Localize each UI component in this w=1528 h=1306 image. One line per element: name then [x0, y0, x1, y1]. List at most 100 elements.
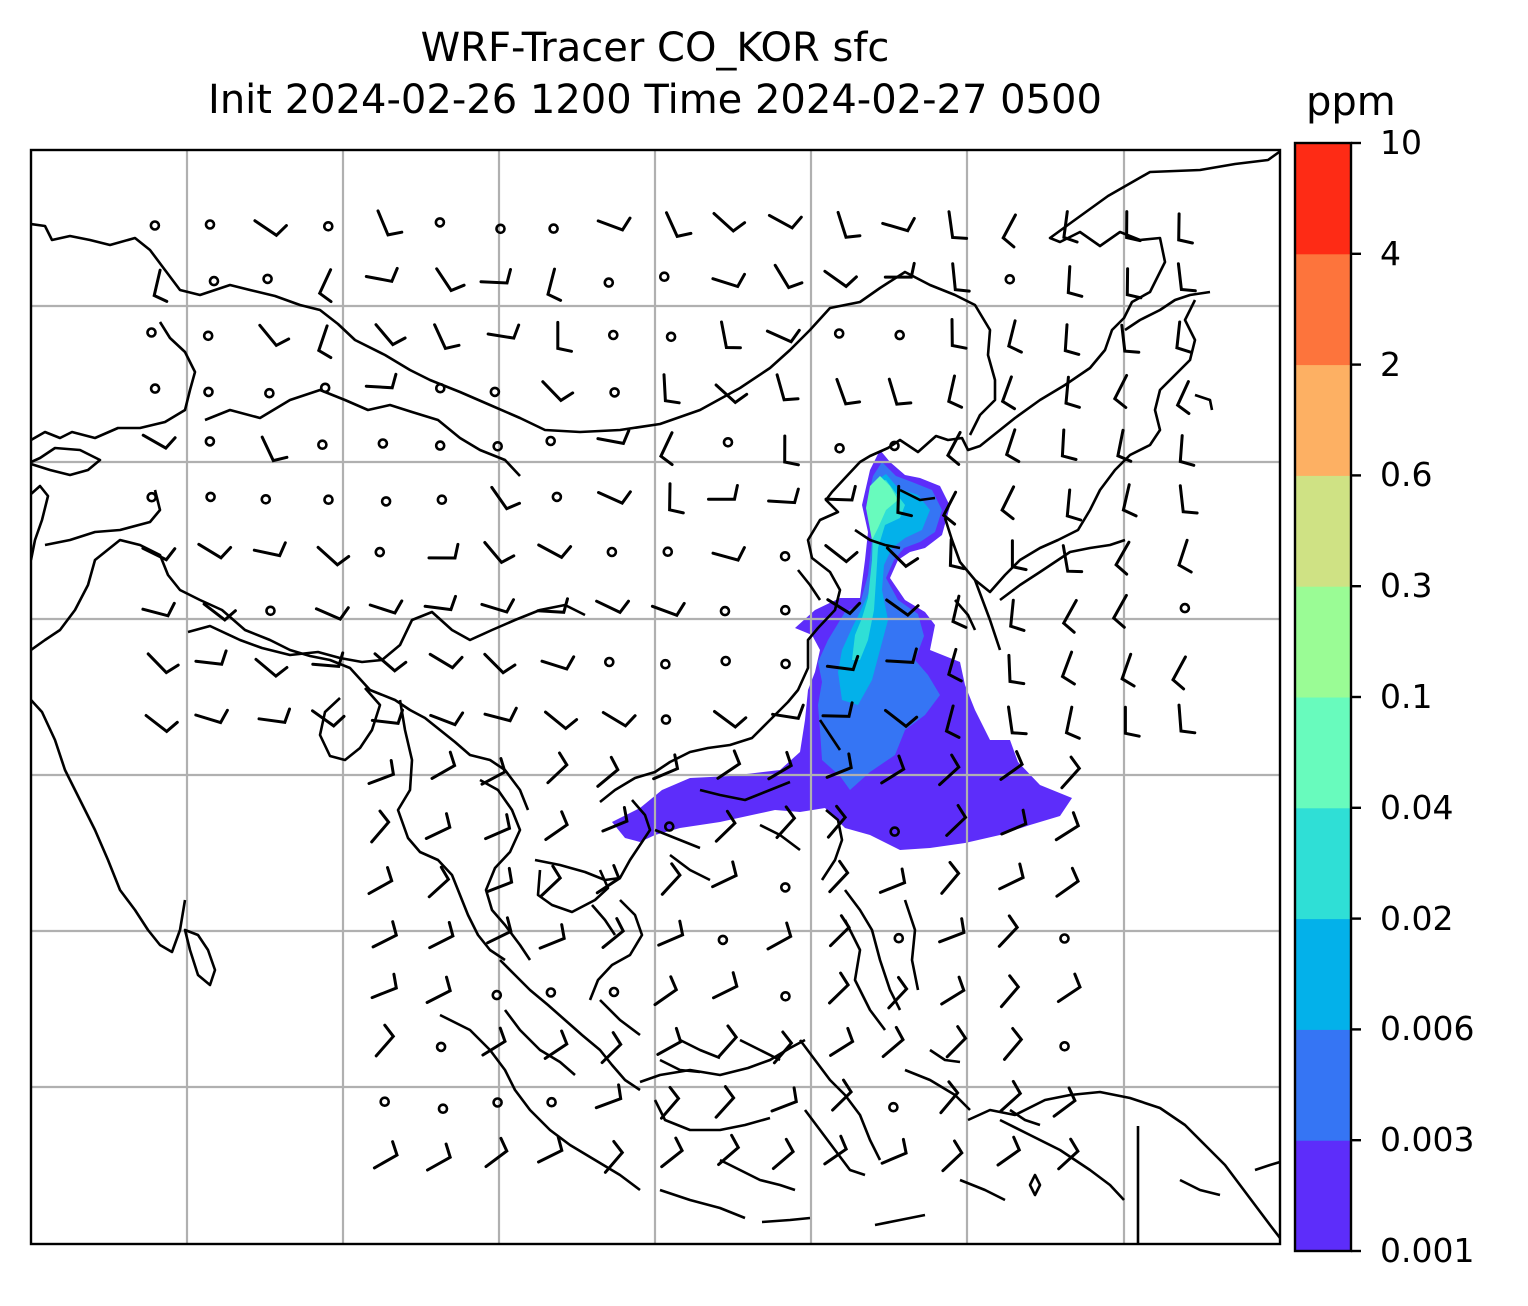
colorbar-tick-label: 0.3 — [1380, 566, 1433, 606]
wind-barb — [947, 647, 963, 683]
wind-barb — [884, 708, 919, 729]
wind-barb — [824, 484, 857, 502]
wind-barb — [1004, 428, 1021, 463]
colorbar-tick-label: 0.02 — [1380, 898, 1454, 938]
wind-barb — [316, 545, 351, 567]
wind-barb — [896, 484, 913, 518]
wind-barb — [945, 804, 968, 837]
calm-marker — [489, 386, 501, 398]
wind-barb — [938, 917, 966, 944]
wind-barb — [427, 542, 460, 560]
colorbar — [1295, 143, 1351, 1252]
wind-barb — [141, 546, 177, 562]
wind-barb — [1121, 483, 1138, 518]
wind-barb — [714, 383, 749, 405]
wind-barb — [197, 542, 233, 560]
wind-barb — [374, 323, 407, 347]
wind-barb — [835, 377, 862, 406]
calm-marker — [551, 491, 563, 503]
wind-barb — [429, 711, 465, 727]
wind-barb — [883, 261, 916, 279]
title-line-2: Init 2024-02-26 1200 Time 2024-02-27 050… — [208, 77, 1102, 123]
calm-marker — [265, 605, 276, 617]
wind-barb — [940, 975, 966, 1006]
wind-barb — [826, 598, 862, 616]
wind-barb — [878, 867, 907, 894]
wind-barb — [364, 266, 399, 283]
calm-marker — [833, 328, 845, 339]
colorbar-segment — [1295, 253, 1351, 366]
wind-barb — [714, 1085, 736, 1119]
wind-barb — [537, 1135, 564, 1164]
calm-marker — [779, 550, 791, 562]
wind-barb — [485, 866, 514, 894]
calm-marker — [202, 330, 214, 342]
calm-marker — [888, 1101, 899, 1113]
calm-marker — [548, 223, 559, 234]
wind-barb — [194, 708, 229, 725]
wind-barb — [370, 972, 398, 1000]
wind-barb — [556, 320, 573, 353]
calm-marker — [435, 1041, 447, 1053]
calm-marker — [603, 656, 615, 668]
wind-barb — [713, 710, 748, 729]
wind-barb — [480, 598, 515, 614]
calm-marker — [780, 990, 791, 1002]
calm-marker — [380, 496, 392, 507]
wind-barb — [1064, 375, 1081, 409]
wind-barb — [1171, 655, 1187, 691]
calm-marker — [319, 382, 331, 394]
wind-barb — [828, 859, 850, 894]
wind-barb — [146, 652, 180, 675]
wind-barb — [660, 862, 682, 896]
wind-barb — [885, 598, 920, 618]
map-title: WRF-Tracer CO_KOR sfc Init 2024-02-26 12… — [30, 22, 1280, 126]
calm-marker — [779, 882, 791, 893]
wind-barb — [775, 373, 800, 402]
calm-marker — [719, 605, 731, 617]
calm-marker — [262, 273, 273, 285]
wind-barb — [712, 971, 739, 1000]
calm-marker — [264, 387, 275, 399]
calm-marker — [146, 327, 157, 338]
wind-barb — [1054, 811, 1081, 842]
wind-barb — [1007, 705, 1028, 736]
wind-barb — [600, 1031, 623, 1065]
map-frame — [29, 148, 1282, 1246]
lat-lon-gridlines — [31, 150, 1280, 1244]
calm-marker — [317, 439, 328, 451]
wind-barb — [544, 710, 579, 731]
wind-barb — [999, 750, 1024, 781]
wind-barb — [1114, 540, 1131, 576]
calm-marker — [204, 436, 216, 447]
wind-barb — [480, 757, 507, 786]
wind-barb — [483, 706, 518, 723]
colorbar-tick-label: 0.001 — [1380, 1231, 1475, 1270]
calm-marker — [374, 546, 386, 558]
wind-barb — [1065, 488, 1083, 522]
calm-marker — [607, 329, 619, 341]
wind-barb — [1177, 538, 1193, 574]
calm-marker — [889, 440, 900, 452]
wind-barb — [825, 654, 860, 672]
wind-barb — [668, 482, 685, 515]
wind-barb — [938, 753, 961, 787]
calm-marker — [780, 658, 791, 670]
wind-barb — [254, 657, 289, 679]
colorbar-segment — [1295, 918, 1351, 1030]
calm-marker — [208, 275, 220, 287]
calm-marker — [434, 217, 446, 228]
wind-barb — [826, 804, 848, 839]
wind-barb — [1120, 323, 1141, 354]
wind-barb — [601, 917, 626, 949]
wind-barb — [828, 971, 851, 1005]
wind-barb — [773, 263, 804, 290]
wind-barb — [1175, 380, 1191, 415]
wind-barb — [595, 864, 621, 895]
wind-barb — [1062, 210, 1079, 244]
wind-barb — [1052, 1086, 1077, 1118]
wind-barb — [825, 752, 853, 779]
wind-barb — [425, 975, 452, 1004]
wind-barb — [370, 809, 391, 844]
